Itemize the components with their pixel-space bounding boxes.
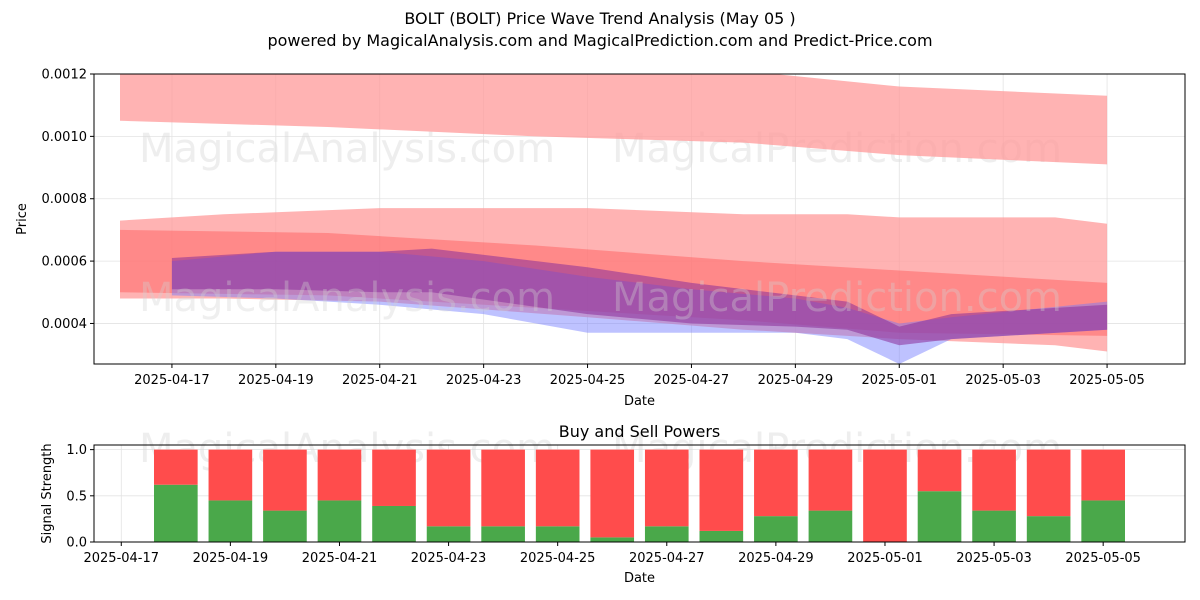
y-tick-label: 1.0 (66, 443, 87, 458)
x-tick-label: 2025-04-29 (738, 551, 814, 566)
sell-bar (208, 449, 253, 501)
y-axis-label: Signal Strength (40, 443, 55, 543)
y-tick-label: 0.0 (66, 536, 87, 551)
x-tick-label: 2025-04-29 (758, 373, 834, 388)
sell-bar (917, 449, 962, 492)
sell-bar (644, 449, 689, 527)
buy-bar (535, 526, 580, 542)
buy-bar (1026, 516, 1071, 542)
sell-bar (426, 449, 471, 527)
buy-bar (426, 526, 471, 542)
x-tick-label: 2025-04-23 (411, 551, 487, 566)
signal-chart-title: Buy and Sell Powers (559, 422, 721, 441)
price-plot-frame (93, 73, 1186, 365)
chart-title: BOLT (BOLT) Price Wave Trend Analysis (M… (404, 9, 796, 28)
sell-bar (481, 449, 525, 527)
x-tick-label: 2025-04-19 (238, 373, 314, 388)
y-axis-label: Price (15, 203, 30, 235)
x-axis-label: Date (624, 394, 655, 409)
sell-bar (1026, 449, 1071, 517)
buy-bar (154, 484, 198, 542)
sell-bar (590, 449, 635, 538)
x-tick-label: 2025-04-23 (446, 373, 522, 388)
sell-bar (754, 449, 798, 517)
chart-subtitle: powered by MagicalAnalysis.com and Magic… (267, 31, 933, 50)
buy-bar (1081, 500, 1125, 542)
buy-bar (317, 500, 362, 542)
x-tick-label: 2025-04-19 (193, 551, 269, 566)
band-purple (171, 248, 1108, 346)
buy-bar (754, 516, 798, 542)
x-tick-label: 2025-04-21 (342, 373, 418, 388)
x-tick-label: 2025-05-01 (861, 373, 937, 388)
sell-bar (317, 449, 362, 501)
x-tick-label: 2025-04-17 (83, 551, 159, 566)
y-tick-label: 0.0006 (42, 255, 88, 270)
y-tick-label: 0.0004 (42, 317, 88, 332)
signal-plot-frame (93, 444, 1186, 543)
y-tick-label: 0.5 (66, 489, 87, 504)
x-tick-label: 2025-04-27 (654, 373, 730, 388)
y-tick-label: 0.0008 (42, 192, 88, 207)
buy-bar (699, 530, 744, 542)
sell-bar (863, 449, 907, 542)
y-tick-label: 0.0012 (42, 68, 88, 83)
sell-bar (535, 449, 580, 527)
x-tick-label: 2025-05-03 (956, 551, 1032, 566)
sell-bar (263, 449, 307, 511)
buy-bar (208, 500, 253, 542)
price-bands (120, 74, 1108, 364)
band-upper (120, 74, 1108, 165)
sell-bar (1081, 449, 1125, 501)
x-tick-label: 2025-05-05 (1065, 551, 1141, 566)
watermark-text: MagicalAnalysis.com (139, 275, 555, 321)
x-tick-label: 2025-04-25 (520, 551, 596, 566)
sell-bar (699, 449, 744, 531)
x-tick-label: 2025-05-01 (847, 551, 923, 566)
sell-bar (972, 449, 1016, 511)
signal-plot-area: MagicalAnalysis.com MagicalPrediction.com… (40, 422, 1186, 586)
buy-bar (263, 510, 307, 542)
x-tick-label: 2025-04-27 (629, 551, 705, 566)
buy-bar (972, 510, 1016, 542)
x-tick-label: 2025-04-21 (302, 551, 378, 566)
buy-bar (590, 537, 635, 542)
x-tick-label: 2025-05-03 (965, 373, 1041, 388)
buy-bar (917, 491, 962, 542)
sell-bar (372, 449, 416, 506)
x-tick-label: 2025-04-25 (550, 373, 626, 388)
buy-bar (372, 505, 416, 542)
buy-bar (808, 510, 853, 542)
x-tick-label: 2025-04-17 (134, 373, 210, 388)
sell-bar (808, 449, 853, 511)
x-axis-label: Date (624, 571, 655, 586)
x-tick-label: 2025-05-05 (1069, 373, 1145, 388)
buy-bar (481, 526, 525, 542)
buy-bar (644, 526, 689, 542)
price-plot-area: MagicalAnalysis.com MagicalPrediction.com… (15, 68, 1186, 409)
sell-bar (154, 449, 198, 485)
y-tick-label: 0.0010 (42, 130, 88, 145)
watermark-text: MagicalPrediction.com (612, 275, 1062, 321)
